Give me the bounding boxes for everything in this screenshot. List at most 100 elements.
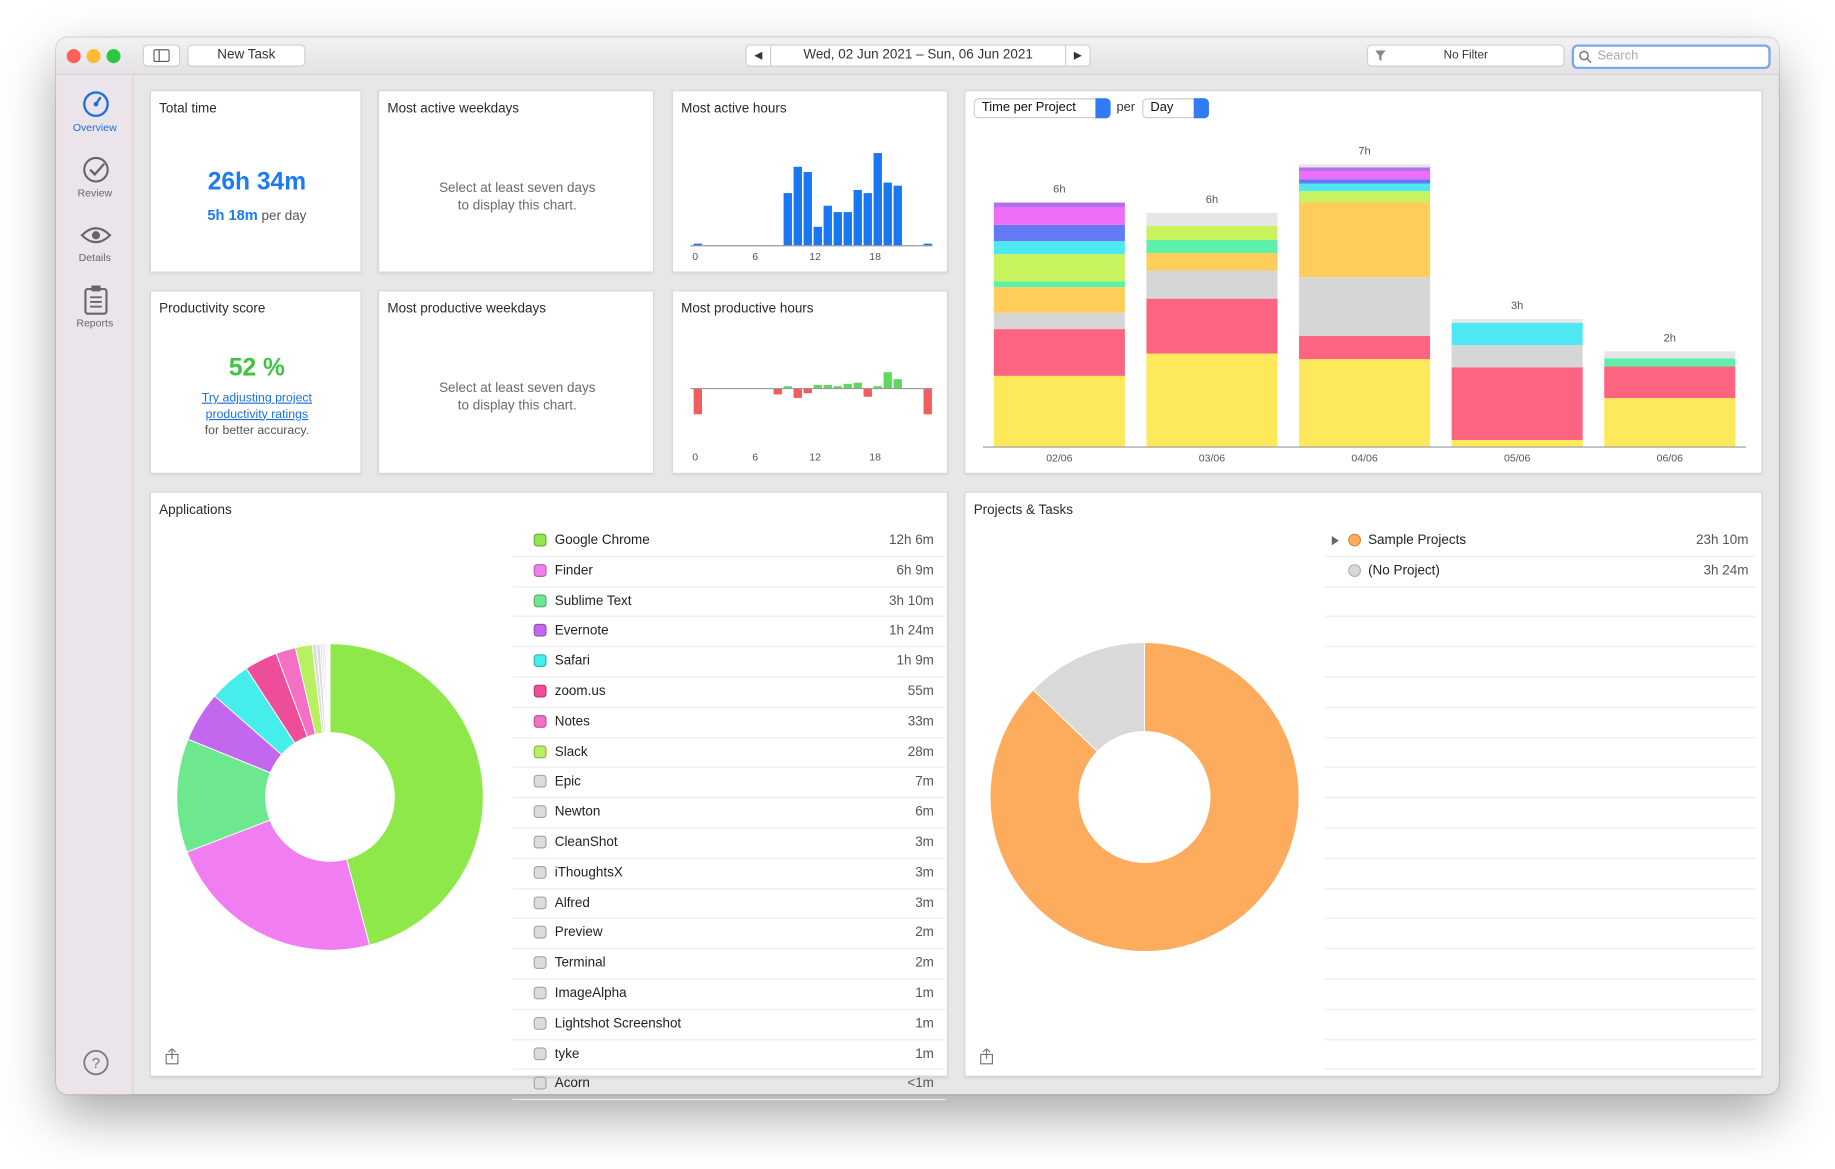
sidebar-label[interactable]: Details (78, 251, 111, 264)
share-icon[interactable] (165, 1048, 179, 1065)
empty-row (1324, 1010, 1756, 1040)
project-list: Sample Projects 23h 10m (No Project) 3h 24m (1324, 527, 1756, 1071)
app-name: iThoughtsX (554, 865, 623, 880)
metric-text: Time per Project (981, 100, 1076, 115)
sidebar-label[interactable]: Reports (76, 317, 114, 329)
app-name: Finder (554, 563, 593, 578)
app-icon (533, 956, 547, 970)
minimize-button[interactable] (86, 49, 101, 64)
app-name: Preview (554, 926, 603, 941)
review-icon[interactable] (83, 156, 109, 183)
next-button[interactable]: ▶ (1064, 45, 1090, 66)
previous-button[interactable]: ◀ (747, 45, 772, 66)
app-name: Newton (554, 805, 601, 820)
details-icon[interactable] (80, 227, 112, 244)
period-text: Day (1150, 100, 1174, 115)
empty-row (1324, 678, 1756, 708)
app-row: iThoughtsX 3m (512, 859, 946, 889)
app-icon (533, 775, 547, 789)
app-row: Finder 6h 9m (512, 557, 946, 588)
message: to display this chart. (457, 399, 577, 414)
empty-row (1324, 889, 1756, 920)
sidebar-label[interactable]: Overview (72, 121, 117, 134)
zoom-button[interactable] (106, 49, 121, 64)
projects-card: Projects & Tasks Sample Projects 23h 10m (… (964, 491, 1763, 1077)
app-icon (533, 835, 547, 849)
app-row: Google Chrome 12h 6m (512, 527, 946, 557)
ratings-link[interactable]: Try adjusting project productivity ratin… (201, 390, 312, 421)
app-duration: 3m (915, 865, 934, 880)
app-row: Evernote 1h 24m (512, 617, 946, 648)
app-icon (533, 865, 547, 879)
app-duration: 3m (915, 835, 934, 850)
app-duration: 6h 9m (896, 563, 934, 578)
app-row: Newton 6m (512, 798, 946, 829)
app-icon (533, 1046, 547, 1060)
app-row: Sublime Text 3h 10m (512, 587, 946, 618)
app-duration: 1h 24m (889, 624, 934, 639)
sidebar (56, 74, 134, 1095)
app-row: Safari 1h 9m (512, 647, 946, 678)
help-button[interactable] (83, 1050, 109, 1076)
app-duration: 55m (907, 684, 934, 699)
new-task-button[interactable]: New Task (187, 44, 306, 67)
card-title: Projects & Tasks (973, 503, 1073, 518)
productive-hours-card: Most productive hours (671, 290, 948, 474)
per-day-value: 5h 18m (207, 207, 258, 224)
project-name: Sample Projects (1368, 533, 1467, 548)
app-duration: 6m (915, 805, 934, 820)
search-placeholder: Search (1597, 49, 1639, 64)
per-label: per (1116, 100, 1136, 115)
app-name: Notes (554, 714, 590, 729)
app-name: Google Chrome (554, 533, 650, 548)
overview-icon[interactable] (83, 91, 109, 118)
app-name: Terminal (554, 956, 606, 971)
app-duration: 1m (915, 986, 934, 1001)
metric-selector[interactable]: Time per Project (973, 98, 1111, 119)
app-icon (533, 624, 547, 638)
app-row: CleanShot 3m (512, 829, 946, 859)
app-name: Acorn (554, 1077, 590, 1092)
empty-row (1324, 1040, 1756, 1071)
app-row: Epic 7m (512, 768, 946, 799)
period-selector[interactable]: Day (1142, 98, 1209, 119)
project-dot (1348, 533, 1362, 547)
app-name: Slack (554, 744, 588, 760)
app-row: zoom.us 55m (512, 678, 946, 708)
empty-row (1324, 768, 1756, 799)
project-duration: 3h 24m (1703, 563, 1749, 578)
app-duration: 2m (915, 956, 934, 971)
app-icon (533, 1016, 547, 1030)
productivity-note: for better accuracy. (204, 423, 310, 438)
project-name: (No Project) (1368, 563, 1440, 578)
sidebar-label[interactable]: Review (77, 187, 113, 199)
help-label: ? (92, 1055, 100, 1072)
total-time-value: 26h 34m (207, 168, 307, 196)
app-duration: 3m (915, 895, 934, 910)
app-row: Notes 33m (512, 708, 946, 738)
close-button[interactable] (66, 49, 81, 64)
app-icon (533, 654, 547, 668)
date-range[interactable]: ◀ Wed, 02 Jun 2021 – Sun, 06 Jun 2021 ▶ (745, 44, 1091, 67)
message: Select at least seven days (439, 181, 596, 196)
app-duration: 1h 9m (896, 654, 934, 669)
app-row: ImageAlpha 1m (512, 979, 946, 1010)
reports-icon[interactable] (84, 285, 108, 315)
search-field[interactable]: Search (1571, 44, 1771, 70)
sidebar-toggle[interactable] (142, 44, 181, 67)
search-icon (1579, 50, 1592, 64)
project-row: (No Project) 3h 24m (1324, 557, 1756, 588)
app-icon (533, 895, 547, 909)
dropdown-arrow (1095, 98, 1111, 119)
filter-button[interactable]: No Filter (1366, 44, 1565, 67)
app-name: Alfred (554, 895, 590, 910)
share-icon[interactable] (980, 1048, 994, 1065)
productivity-value: 52 % (228, 354, 285, 382)
filter-text: No Filter (1443, 49, 1488, 63)
app-icon (533, 594, 547, 607)
app-duration: 12h 6m (889, 533, 934, 548)
app-duration: 1m (915, 1016, 934, 1031)
app-name: Lightshot Screenshot (554, 1016, 682, 1031)
message: Select at least seven days (439, 381, 596, 396)
weekdays-card: Most productive weekdays Select at least… (378, 290, 655, 474)
